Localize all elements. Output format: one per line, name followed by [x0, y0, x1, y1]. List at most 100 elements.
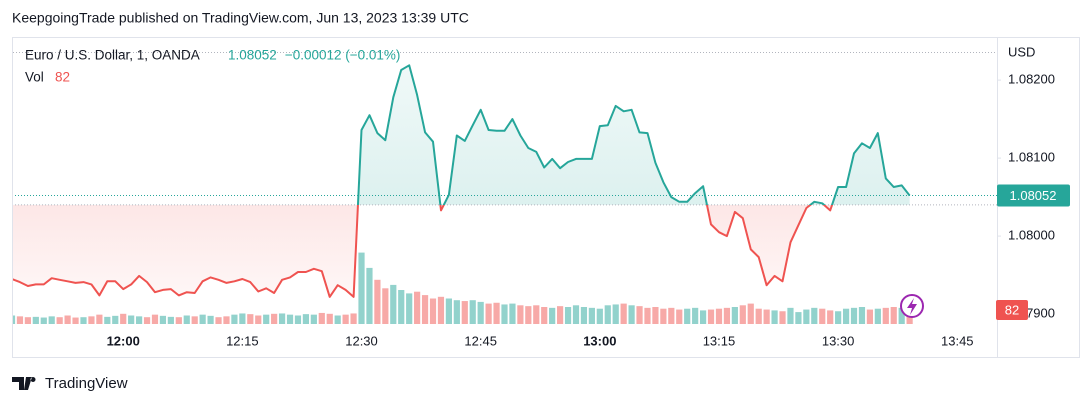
volume-bar	[461, 301, 468, 324]
volume-bar	[437, 296, 445, 324]
baseline-area	[13, 65, 910, 297]
volume-bar	[835, 311, 842, 324]
volume-bar	[453, 300, 460, 324]
volume-bar	[278, 313, 286, 324]
volume-bar	[549, 307, 556, 324]
volume-bar	[715, 308, 723, 324]
x-tick-label: 12:15	[226, 333, 259, 348]
volume-bar	[509, 303, 516, 324]
price-change: −0.00012 (−0.01%)	[285, 48, 401, 63]
volume-bar	[850, 307, 858, 324]
volume-bar	[477, 301, 484, 324]
volume-bar	[128, 315, 135, 324]
x-tick-label: 13:30	[822, 333, 855, 348]
volume-bar	[390, 284, 397, 324]
volume-bar	[143, 317, 151, 324]
volume-bar	[557, 306, 564, 324]
volume-bar	[652, 307, 659, 324]
last-volume: 82	[55, 70, 70, 85]
volume-bar	[199, 314, 206, 324]
volume-bar	[795, 312, 802, 324]
x-tick-label: 13:15	[703, 333, 736, 348]
volume-bar	[588, 307, 595, 324]
volume-bar	[493, 302, 500, 324]
volume-bar	[159, 315, 167, 324]
volume-bar	[350, 313, 357, 324]
volume-bar	[175, 317, 182, 324]
volume-bar	[501, 304, 508, 324]
y-tick-label: 1.08000	[1008, 228, 1055, 243]
volume-bar	[779, 311, 786, 324]
volume-bar	[890, 307, 897, 324]
volume-bar	[525, 306, 532, 324]
alert-icon	[900, 294, 924, 318]
volume-bar	[421, 295, 429, 324]
volume-bar	[231, 314, 238, 324]
volume-bar	[40, 317, 47, 324]
volume-bar	[88, 316, 95, 324]
volume-bar	[271, 313, 278, 324]
volume-bar	[692, 307, 699, 324]
volume-bar	[803, 309, 810, 324]
volume-bar	[771, 310, 778, 324]
volume-bar	[326, 313, 333, 324]
volume-bar	[104, 316, 111, 324]
volume-bar	[302, 314, 310, 324]
volume-bar	[763, 309, 770, 324]
volume-bar	[112, 315, 119, 324]
volume-bar	[580, 307, 588, 324]
volume-bar	[787, 307, 794, 324]
y-tick-label: 1.08200	[1008, 72, 1055, 87]
x-tick-label: 12:30	[345, 333, 378, 348]
volume-bar	[572, 305, 580, 324]
last-price-badge	[997, 184, 1070, 207]
volume-bar	[96, 314, 103, 324]
volume-bar	[334, 315, 341, 324]
volume-bar	[533, 305, 540, 324]
volume-bar	[612, 304, 619, 324]
volume-bar	[668, 307, 675, 324]
currency-label: USD	[1008, 44, 1035, 59]
volume-bar	[24, 317, 31, 324]
legend: Euro / U.S. Dollar, 1, OANDA 1.08052 −0.…	[25, 48, 400, 85]
volume-bar	[239, 313, 246, 324]
volume-bar	[842, 308, 850, 324]
x-tick-label: 12:45	[464, 333, 497, 348]
volume-bar	[80, 317, 87, 324]
volume-bar	[48, 316, 55, 324]
volume-bar	[660, 308, 667, 324]
price-line	[13, 64, 911, 298]
volume-bar	[406, 293, 413, 324]
last-volume-badge	[996, 300, 1028, 321]
volume-bar	[898, 307, 905, 324]
volume-bar	[318, 312, 325, 324]
volume-bar	[882, 307, 889, 324]
volume-bar	[517, 305, 524, 324]
tradingview-logo: TradingView	[12, 375, 128, 392]
footer-brand: TradingView	[45, 375, 128, 392]
volume-bar	[135, 316, 143, 324]
last-volume-badge-text: 82	[1005, 302, 1019, 317]
volume-bar	[819, 308, 826, 324]
volume-bar	[723, 307, 731, 324]
volume-bar	[342, 314, 349, 324]
volume-bar	[445, 298, 452, 324]
volume-bar	[596, 308, 603, 324]
volume-bar	[382, 288, 389, 324]
volume-bar	[366, 267, 373, 324]
volume-bar	[374, 279, 381, 324]
volume-bar	[707, 309, 715, 324]
volume-bar	[739, 305, 746, 324]
volume-bar	[564, 307, 572, 324]
volume-bar	[247, 314, 254, 324]
volume-bar	[167, 316, 174, 324]
volume-bar	[628, 305, 635, 324]
volume-bar	[604, 305, 611, 324]
volume-bar	[286, 314, 294, 324]
volume-bar	[72, 317, 79, 324]
volume-bar	[644, 307, 651, 324]
volume-bar	[676, 309, 683, 324]
volume-bar	[620, 303, 627, 324]
volume-bar	[358, 252, 365, 324]
